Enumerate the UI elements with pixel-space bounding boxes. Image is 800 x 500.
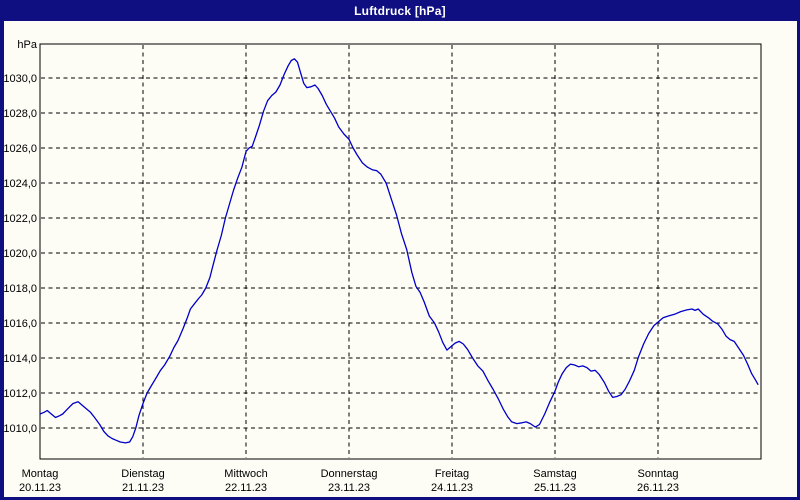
window-title: Luftdruck [hPa] [354, 3, 446, 18]
y-tick-label: 1022,0 [3, 213, 37, 225]
y-tick-label: 1030,0 [3, 73, 37, 85]
x-tick-date: 20.11.23 [19, 482, 61, 494]
pressure-line [39, 58, 759, 444]
x-tick-weekday: Donnerstag [321, 468, 378, 480]
x-tick-date: 25.11.23 [534, 482, 576, 494]
x-tick-weekday: Mittwoch [224, 468, 267, 480]
y-tick-label: 1026,0 [3, 143, 37, 155]
y-tick-label: 1020,0 [3, 248, 37, 260]
x-tick-date: 26.11.23 [637, 482, 679, 494]
y-tick-label: 1012,0 [3, 388, 37, 400]
y-tick-label: 1028,0 [3, 108, 37, 120]
x-tick-date: 22.11.23 [225, 482, 267, 494]
x-tick-date: 24.11.23 [431, 482, 473, 494]
x-tick-weekday: Samstag [533, 468, 576, 480]
x-tick-date: 23.11.23 [328, 482, 370, 494]
x-tick-weekday: Freitag [435, 468, 469, 480]
plot-border [39, 43, 762, 460]
y-tick-label: 1014,0 [3, 353, 37, 365]
x-tick-date: 21.11.23 [122, 482, 164, 494]
y-tick-label: 1010,0 [3, 423, 37, 435]
y-tick-label: 1018,0 [3, 283, 37, 295]
x-tick-weekday: Montag [22, 468, 59, 480]
y-tick-label: 1024,0 [3, 178, 37, 190]
title-bar: Luftdruck [hPa] [4, 0, 797, 21]
y-tick-label: 1016,0 [3, 318, 37, 330]
x-tick-weekday: Dienstag [121, 468, 164, 480]
y-axis-unit-label: hPa [17, 39, 37, 51]
x-tick-weekday: Sonntag [638, 468, 679, 480]
